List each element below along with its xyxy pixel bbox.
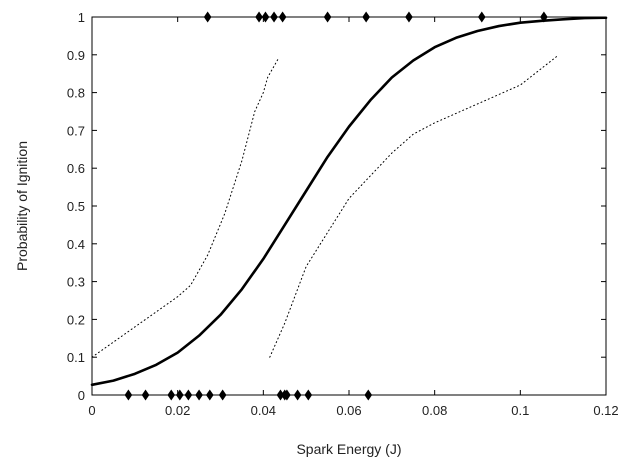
series-line-3 xyxy=(269,54,560,358)
y-tick-label: 0.1 xyxy=(67,350,85,365)
series-line-1 xyxy=(90,16,608,387)
y-tick-label: 0.6 xyxy=(67,161,85,176)
y-tick-label: 0.5 xyxy=(67,199,85,214)
series-layer xyxy=(90,16,608,387)
y-tick-label: 0.2 xyxy=(67,312,85,327)
x-tick-label: 0.04 xyxy=(251,403,276,418)
x-tick-label: 0.1 xyxy=(511,403,529,418)
y-tick-label: 0.8 xyxy=(67,86,85,101)
y-tick-label: 0 xyxy=(78,388,85,403)
series-line-2 xyxy=(91,58,279,358)
x-tick-label: 0 xyxy=(88,403,95,418)
y-tick-label: 0.7 xyxy=(67,123,85,138)
y-tick-label: 0.9 xyxy=(67,48,85,63)
x-tick-label: 0.08 xyxy=(422,403,447,418)
y-tick-label: 1 xyxy=(78,10,85,25)
x-axis-label: Spark Energy (J) xyxy=(296,441,401,457)
x-tick-label: 0.06 xyxy=(336,403,361,418)
y-tick-label: 0.3 xyxy=(67,275,85,290)
plot-area xyxy=(92,17,606,395)
y-axis-label: Probability of Ignition xyxy=(14,141,30,271)
y-tick-label: 0.4 xyxy=(67,237,85,252)
x-tick-label: 0.02 xyxy=(165,403,190,418)
x-tick-label: 0.12 xyxy=(593,403,618,418)
tick-layer: 0 0.02 0.04 0.06 0.08 0.1 0.12 0 0.1 0.2 0.3 0.4 0.5… xyxy=(67,10,619,418)
